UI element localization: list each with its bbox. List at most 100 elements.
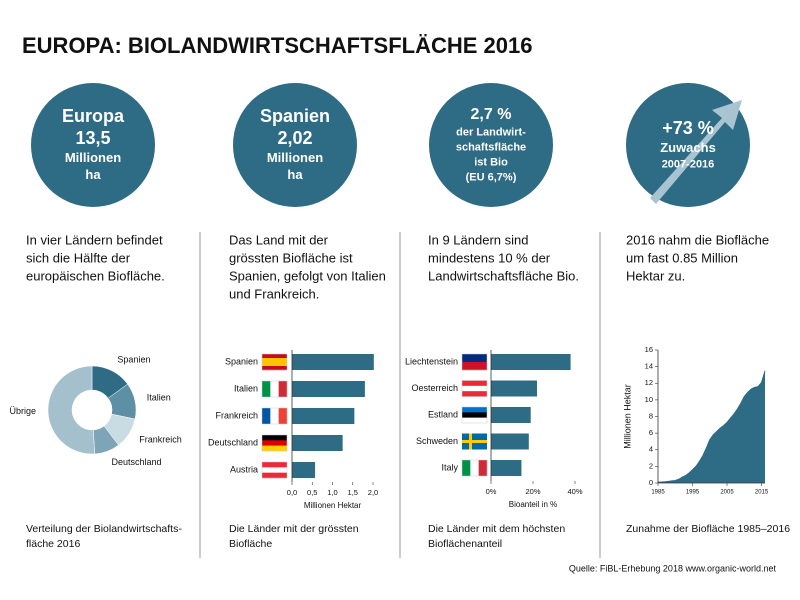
caption: Zunahme der Biofläche 1985–2016: [626, 523, 790, 535]
x-tick-label: 1995: [686, 490, 700, 496]
flag: [462, 391, 487, 397]
description: Spanien, gefolgt von Italien: [229, 268, 386, 283]
flag: [262, 354, 287, 359]
description: In vier Ländern befindet: [26, 232, 163, 247]
flag: [262, 366, 287, 371]
y-axis-label: Millionen Hektar: [622, 384, 632, 449]
area-fill: [658, 370, 765, 483]
circle-text: (EU 6,7%): [466, 171, 517, 183]
x-tick-label: 40%: [567, 487, 582, 496]
circle-text: 2007-2016: [662, 158, 715, 170]
flag: [462, 407, 487, 413]
flag: [462, 362, 487, 371]
description: sich die Hälfte der: [26, 250, 131, 265]
flag: [461, 459, 488, 477]
flag: [262, 467, 287, 473]
x-tick-label: 1,5: [348, 488, 358, 497]
caption: Biofläche: [229, 538, 272, 550]
flag: [462, 417, 487, 424]
description: mindestens 10 % der: [428, 250, 551, 265]
circle-text: 2,02: [277, 128, 312, 148]
flag: [270, 408, 279, 424]
y-tick-label: 16: [645, 345, 653, 354]
circle-text: ha: [85, 167, 101, 182]
flag: [262, 381, 271, 397]
circle-text: der Landwirt-: [456, 126, 526, 138]
slice-label: Spanien: [117, 354, 150, 364]
flag: [261, 434, 288, 452]
circle-text: 2,7 %: [471, 106, 512, 123]
category-label: Estland: [428, 409, 458, 419]
pie-slice: [47, 365, 96, 455]
bar: [292, 381, 365, 397]
category-label: Deutschland: [208, 437, 258, 447]
y-tick-label: 2: [649, 461, 653, 470]
flag: [261, 353, 288, 371]
category-label: Spanien: [225, 356, 258, 366]
x-tick-label: 2005: [720, 490, 734, 496]
flag: [262, 362, 287, 367]
category-label: Frankreich: [215, 410, 258, 420]
y-tick-label: 12: [645, 378, 653, 387]
x-axis-label: Millionen Hektar: [304, 501, 362, 510]
bar: [292, 354, 374, 370]
flag: [462, 380, 487, 387]
caption: Die Länder mit dem höchsten: [428, 523, 565, 535]
x-tick-label: 0,5: [307, 488, 317, 497]
category-label: Austria: [230, 464, 258, 474]
flag: [461, 406, 488, 424]
flag: [262, 408, 271, 424]
circle-text: 13,5: [75, 128, 110, 148]
circle-text: Millionen: [267, 150, 323, 165]
area-line: [657, 370, 766, 483]
y-tick-label: 14: [645, 362, 653, 371]
bar: [491, 460, 522, 476]
x-tick-label: 1,0: [327, 488, 337, 497]
circle-text: +73 %: [662, 118, 714, 138]
flag: [262, 472, 287, 479]
circle-text: Millionen: [65, 150, 121, 165]
category-label: Oesterreich: [411, 383, 458, 393]
slice-label: Deutschland: [111, 457, 161, 467]
circle-text: schaftsfläche: [456, 141, 526, 153]
description: In 9 Ländern sind: [428, 232, 528, 247]
category-label: Italy: [441, 462, 458, 472]
description: Landwirtschaftsfläche Bio.: [428, 268, 579, 283]
flag: [261, 407, 288, 425]
y-tick-label: 4: [649, 445, 653, 454]
caption: Bioflächenanteil: [428, 538, 502, 550]
description: Das Land mit der: [229, 232, 329, 247]
x-tick-label: 2,0: [368, 488, 378, 497]
y-tick-label: 6: [649, 428, 653, 437]
circle-text: Zuwachs: [660, 140, 716, 155]
page-title: EUROPA: BIOLANDWIRTSCHAFTSFLÄCHE 2016: [22, 33, 533, 58]
source: Quelle: FiBL-Erhebung 2018 www.organic-w…: [569, 563, 777, 573]
x-tick-label: 1985: [651, 490, 665, 496]
flag: [278, 408, 288, 424]
flag: [262, 435, 287, 441]
description: europäischen Biofläche.: [26, 268, 165, 283]
y-tick-label: 0: [649, 478, 653, 487]
highlight-circle: [429, 83, 553, 207]
bar: [491, 433, 529, 450]
bar: [292, 435, 343, 451]
flag: [478, 460, 488, 476]
flag: [262, 440, 287, 446]
category-label: Schweden: [416, 436, 458, 446]
description: grössten Biofläche ist: [229, 250, 353, 265]
flag: [270, 381, 279, 397]
flag: [278, 381, 288, 397]
caption: fläche 2016: [26, 538, 80, 550]
growth-arrow: [650, 100, 742, 204]
circle-text: ha: [287, 167, 303, 182]
flag: [462, 385, 487, 392]
circle-text: ist Bio: [474, 156, 508, 168]
slice-label: Italien: [147, 393, 171, 403]
circle-text: Europa: [62, 106, 125, 126]
x-tick-label: 0,0: [287, 488, 297, 497]
flag: [462, 412, 487, 418]
flag: [262, 358, 287, 363]
flag: [261, 380, 288, 398]
flag: [462, 440, 487, 443]
bar: [491, 354, 571, 370]
